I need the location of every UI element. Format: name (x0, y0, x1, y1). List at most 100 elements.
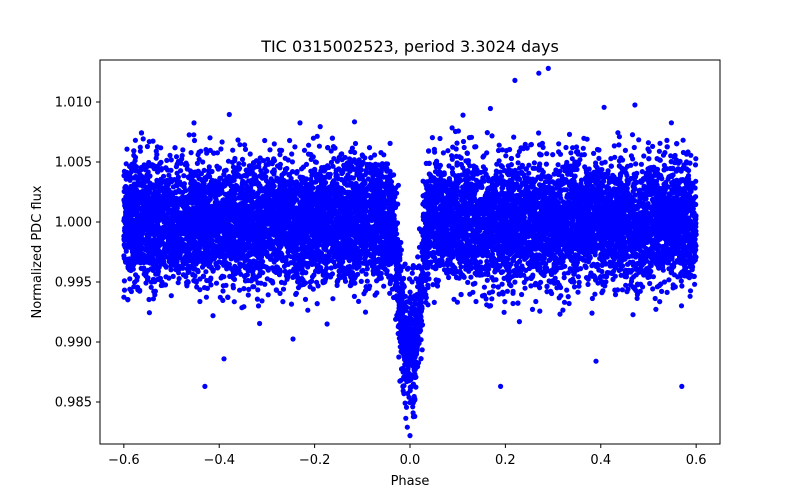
data-point (528, 283, 534, 289)
data-point (245, 292, 251, 298)
data-point (641, 153, 647, 159)
data-point (254, 296, 260, 302)
data-point (615, 130, 621, 136)
data-point (405, 265, 411, 271)
data-point (640, 284, 646, 290)
data-point (290, 336, 296, 342)
data-point (351, 119, 358, 125)
data-point (180, 147, 186, 153)
data-point (262, 137, 268, 144)
data-point (612, 292, 619, 298)
data-point (292, 144, 298, 150)
data-points (121, 65, 699, 439)
data-point (242, 142, 248, 148)
data-point (666, 277, 672, 283)
data-point (203, 294, 209, 300)
data-point (430, 282, 436, 288)
data-point (564, 287, 570, 293)
data-point (289, 159, 295, 165)
data-point (484, 150, 490, 156)
data-point (246, 286, 252, 292)
data-point (237, 287, 243, 293)
data-point (302, 296, 309, 302)
data-point (231, 299, 237, 305)
data-point (271, 168, 277, 175)
data-point (191, 120, 197, 126)
data-point (409, 270, 415, 276)
chart-title: TIC 0315002523, period 3.3024 days (260, 37, 559, 56)
data-point (140, 136, 146, 142)
data-point (549, 290, 555, 297)
data-point (381, 283, 387, 289)
data-point (330, 296, 336, 302)
data-point (522, 285, 528, 291)
data-point (616, 134, 623, 140)
data-point (645, 140, 652, 146)
data-point (561, 299, 568, 305)
data-point (529, 306, 536, 312)
data-point (503, 148, 509, 154)
data-point (664, 289, 670, 295)
data-point (678, 303, 685, 309)
data-point (164, 157, 170, 163)
data-point (515, 152, 521, 159)
data-point (358, 278, 364, 284)
data-point (158, 145, 164, 151)
data-point (309, 278, 315, 284)
data-point (533, 298, 539, 305)
data-point (305, 307, 311, 313)
data-point (523, 276, 530, 282)
data-point (364, 278, 370, 284)
data-point (515, 160, 521, 166)
data-point (146, 139, 152, 145)
data-point (645, 146, 651, 152)
data-point (536, 130, 542, 136)
data-point (585, 281, 591, 287)
data-point (237, 142, 243, 148)
data-point (566, 300, 572, 307)
data-point (426, 148, 432, 154)
data-point (440, 150, 446, 156)
data-point (349, 145, 355, 151)
data-point (324, 321, 330, 327)
data-point (363, 167, 369, 173)
data-point (425, 282, 431, 288)
data-point (289, 151, 295, 157)
data-point (396, 354, 402, 360)
data-point (568, 150, 574, 156)
data-point (144, 143, 150, 150)
data-point (615, 287, 621, 293)
data-point (121, 287, 128, 293)
data-point (692, 162, 699, 168)
data-point (330, 144, 337, 150)
data-point (181, 173, 187, 179)
data-point (502, 299, 508, 305)
data-point (602, 159, 608, 165)
data-point (259, 298, 265, 304)
data-point (203, 269, 209, 275)
data-point (271, 141, 277, 147)
data-point (314, 133, 320, 139)
data-point (158, 159, 164, 165)
data-point (429, 135, 435, 141)
data-point (692, 281, 698, 287)
data-point (632, 102, 638, 108)
data-point (543, 161, 550, 167)
data-point (282, 268, 288, 274)
data-point (489, 133, 495, 139)
data-point (575, 274, 582, 280)
data-point (460, 138, 467, 145)
data-point (226, 111, 232, 118)
data-point (241, 161, 247, 167)
data-point (168, 157, 174, 163)
data-point (489, 296, 495, 302)
data-point (239, 156, 246, 162)
data-point (317, 124, 323, 130)
data-point (624, 289, 630, 295)
data-point (629, 132, 636, 138)
data-point (639, 169, 645, 175)
data-point (173, 154, 180, 160)
data-point (351, 293, 357, 299)
data-point (510, 300, 516, 307)
